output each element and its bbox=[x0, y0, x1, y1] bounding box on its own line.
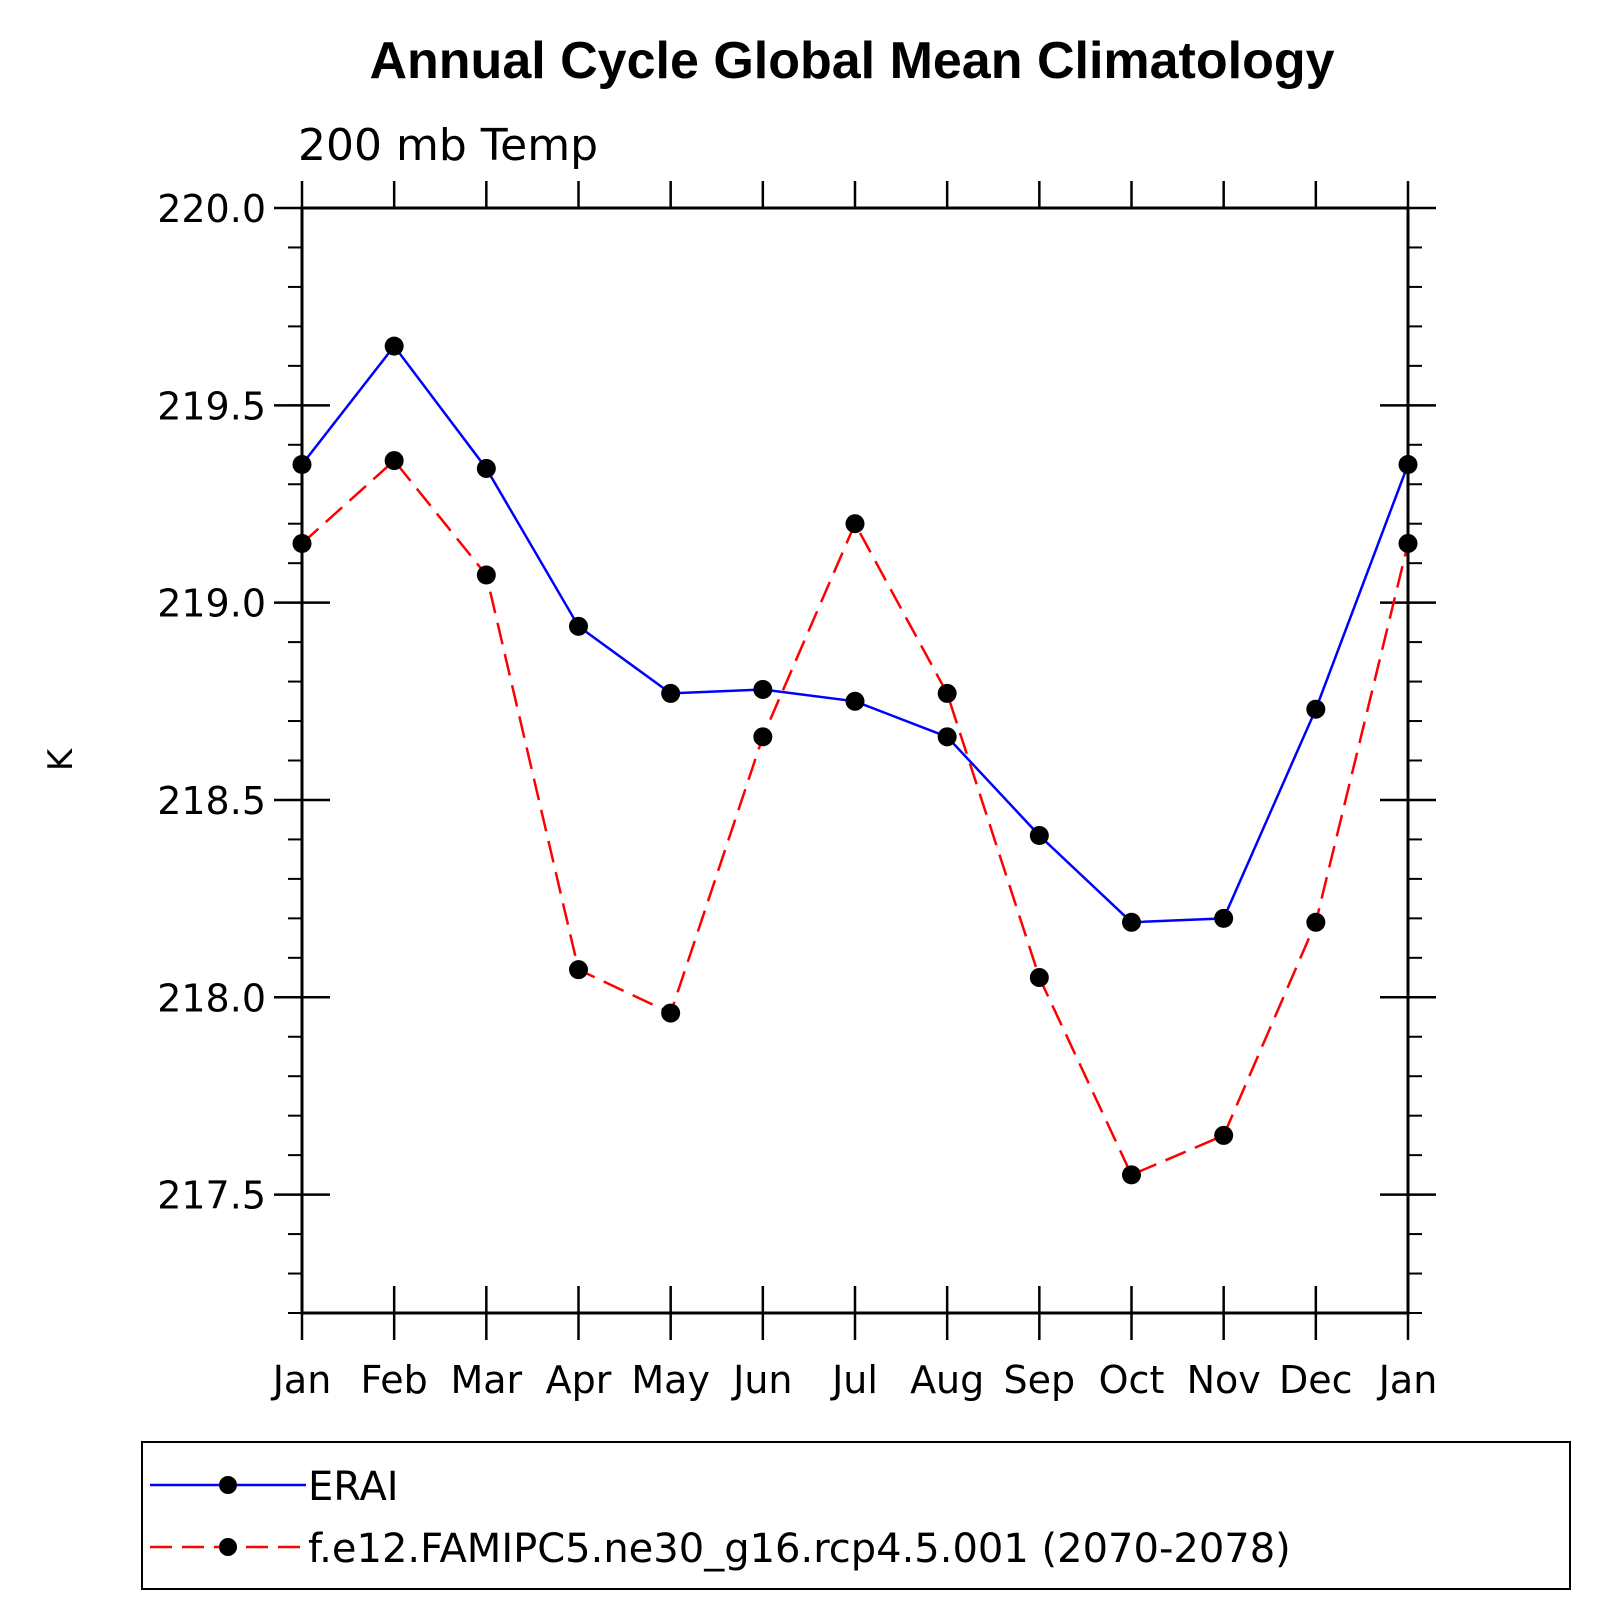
data-point bbox=[1306, 699, 1326, 719]
x-tick-label: Feb bbox=[361, 1358, 428, 1402]
data-point bbox=[1029, 825, 1049, 845]
data-point bbox=[753, 727, 773, 747]
y-tick-label: 218.0 bbox=[157, 976, 266, 1020]
x-tick-label: Aug bbox=[910, 1358, 984, 1402]
data-point bbox=[661, 1003, 681, 1023]
x-tick-label: Jun bbox=[731, 1358, 792, 1402]
data-point bbox=[1398, 533, 1418, 553]
plot-frame bbox=[300, 206, 1410, 1315]
series-1 bbox=[292, 451, 1418, 1185]
data-point bbox=[1214, 908, 1234, 928]
legend-box bbox=[141, 1441, 1571, 1590]
series-line bbox=[301, 458, 1410, 1177]
y-tick-label: 219.5 bbox=[157, 384, 266, 428]
data-point bbox=[476, 458, 496, 478]
data-point bbox=[1398, 455, 1418, 475]
data-point bbox=[569, 616, 588, 636]
x-tick-label: Jul bbox=[830, 1358, 878, 1402]
data-point bbox=[1122, 912, 1141, 932]
legend-label-model: f.e12.FAMIPC5.ne30_g16.rcp4.5.001 (2070-… bbox=[308, 1526, 1291, 1572]
chart-subtitle: 200 mb Temp bbox=[298, 120, 598, 171]
data-point bbox=[661, 683, 681, 703]
x-tick-label: May bbox=[631, 1358, 710, 1402]
legend: ERAI f.e12.FAMIPC5.ne30_g16.rcp4.5.001 (… bbox=[141, 1441, 1571, 1590]
y-tick-label: 217.5 bbox=[157, 1174, 266, 1218]
data-point bbox=[1029, 968, 1049, 988]
y-tick-labels: 217.5 218.0 218.5 219.0 219.5 220.0 bbox=[157, 187, 266, 1218]
legend-label-erai: ERAI bbox=[308, 1464, 399, 1510]
series-line bbox=[301, 344, 1410, 924]
legend-marker-model bbox=[219, 1538, 237, 1556]
data-point bbox=[753, 679, 773, 699]
x-tick-label: Mar bbox=[450, 1358, 522, 1402]
legend-marker-erai bbox=[219, 1476, 237, 1494]
data-point bbox=[476, 565, 496, 585]
data-point bbox=[569, 960, 588, 980]
y-tick-label: 220.0 bbox=[157, 187, 266, 231]
data-point bbox=[384, 336, 404, 356]
data-point bbox=[1122, 1165, 1141, 1185]
y-tick-label: 219.0 bbox=[157, 582, 266, 626]
x-tick-label: Nov bbox=[1187, 1358, 1261, 1402]
y-axis-label: K bbox=[41, 747, 81, 771]
x-tick-label: Jan bbox=[271, 1358, 332, 1402]
data-point bbox=[845, 691, 865, 711]
y-tick-label: 218.5 bbox=[157, 779, 266, 823]
series-0 bbox=[292, 336, 1418, 932]
series-layer bbox=[292, 336, 1418, 1185]
data-point bbox=[292, 455, 312, 475]
data-point bbox=[1214, 1125, 1234, 1145]
x-tick-label: Dec bbox=[1279, 1358, 1353, 1402]
data-point bbox=[937, 727, 957, 747]
x-tick-label: Oct bbox=[1099, 1358, 1165, 1402]
data-point bbox=[845, 514, 865, 534]
data-point bbox=[384, 451, 404, 471]
chart-title: Annual Cycle Global Mean Climatology bbox=[369, 32, 1334, 90]
data-point bbox=[937, 683, 957, 703]
data-point bbox=[292, 533, 312, 553]
x-tick-label: Jan bbox=[1377, 1358, 1438, 1402]
data-point bbox=[1306, 912, 1326, 932]
x-tick-labels: Jan Feb Mar Apr May Jun Jul Aug Sep Oct Nov Dec Jan bbox=[271, 1358, 1438, 1402]
x-tick-label: Apr bbox=[546, 1358, 612, 1402]
axis-ticks bbox=[274, 181, 1436, 1340]
x-tick-label: Sep bbox=[1004, 1358, 1076, 1402]
